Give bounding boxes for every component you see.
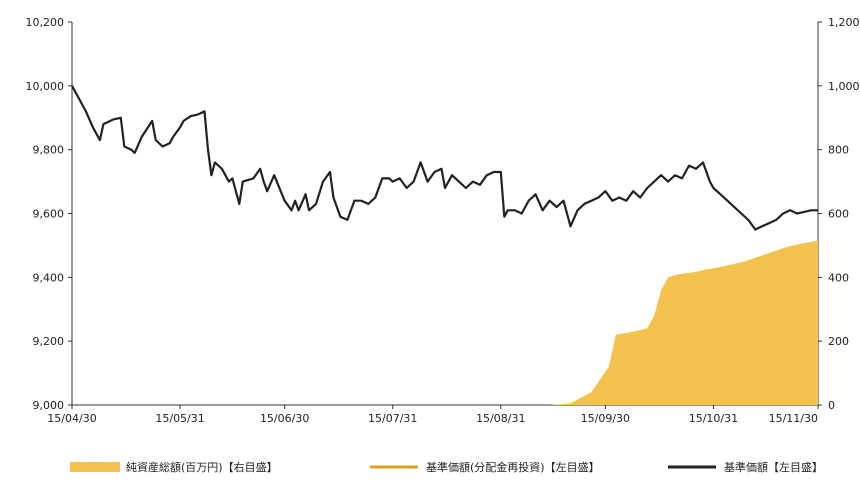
right-tick-label: 200 [828, 335, 849, 348]
legend-label: 純資産総額(百万円)【右目盛】 [126, 460, 278, 474]
left-tick-label: 10,000 [26, 80, 65, 93]
left-tick-label: 9,800 [33, 144, 65, 157]
left-tick-label: 10,200 [26, 16, 65, 29]
legend-label: 基準価額(分配金再投資)【左目盛】 [426, 460, 600, 474]
line-layer [71, 85, 818, 231]
x-tick-label: 15/07/31 [368, 412, 417, 425]
left-tick-label: 9,000 [33, 399, 65, 412]
x-tick-label: 15/08/31 [476, 412, 525, 425]
left-axis-ticks: 9,000 9,200 9,400 9,600 9,800 10,000 10,200 [26, 16, 72, 412]
legend-label: 基準価額【左目盛】 [724, 460, 823, 474]
right-tick-label: 600 [828, 208, 849, 221]
area-layer [72, 240, 818, 405]
x-tick-label: 15/04/30 [47, 412, 96, 425]
right-tick-label: 1,200 [828, 16, 860, 29]
right-tick-label: 0 [828, 399, 835, 412]
x-tick-label: 15/06/30 [260, 412, 309, 425]
left-tick-label: 9,600 [33, 208, 65, 221]
x-tick-label: 15/10/31 [689, 412, 738, 425]
right-tick-label: 1,000 [828, 80, 860, 93]
legend: 純資産総額(百万円)【右目盛】 基準価額(分配金再投資)【左目盛】 基準価額【左目盛… [70, 460, 823, 474]
x-axis-ticks: 15/04/30 15/05/31 15/06/30 15/07/31 15/08/31… [47, 405, 819, 425]
left-tick-label: 9,400 [33, 271, 65, 284]
x-tick-label: 15/05/31 [155, 412, 204, 425]
series-area-net-assets [72, 240, 818, 405]
legend-swatch-area [70, 462, 120, 472]
series-line-nav-2 [71, 85, 818, 231]
left-tick-label: 9,200 [33, 335, 65, 348]
right-axis-ticks: 0 200 400 600 800 1,000 1,200 [818, 16, 860, 412]
right-tick-label: 800 [828, 144, 849, 157]
x-tick-label: 15/09/30 [581, 412, 630, 425]
x-tick-label: 15/11/30 [769, 412, 818, 425]
right-tick-label: 400 [828, 271, 849, 284]
